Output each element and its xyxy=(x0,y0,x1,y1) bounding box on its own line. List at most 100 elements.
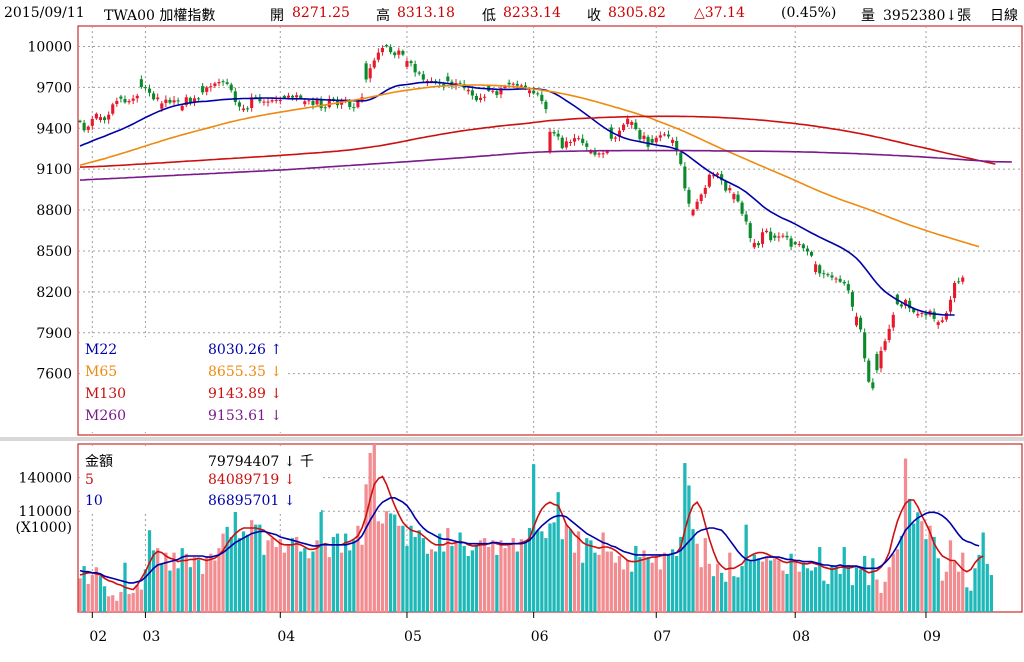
candle-body xyxy=(192,98,197,103)
candle-body xyxy=(662,134,666,136)
candle-body xyxy=(266,101,270,103)
candle-body xyxy=(605,151,609,154)
volume-bar xyxy=(830,564,834,612)
volume-bar xyxy=(86,584,90,612)
candle-body xyxy=(871,382,875,389)
ma-legend-m260-name: M260 xyxy=(85,408,127,424)
candle-body xyxy=(523,85,528,88)
candle-body xyxy=(217,82,221,84)
volume-bar xyxy=(907,498,912,612)
volume-bar xyxy=(748,560,752,612)
quote-symbol: TWA00 加權指數 xyxy=(104,8,216,24)
volume-bar xyxy=(650,562,654,612)
candle-body xyxy=(666,134,671,137)
candle-body xyxy=(376,52,380,60)
candle-body xyxy=(572,138,577,142)
candle-body xyxy=(899,304,903,307)
candle-body xyxy=(491,90,495,92)
volume-bar xyxy=(715,563,720,612)
candle-body xyxy=(213,83,217,86)
candle-body xyxy=(160,103,164,109)
volume-bar xyxy=(679,536,683,612)
candle-body xyxy=(822,273,826,275)
volume-bar xyxy=(323,545,327,612)
candle-body xyxy=(932,311,936,319)
volume-bar xyxy=(932,536,936,612)
volume-bar xyxy=(940,580,944,612)
volume-bar xyxy=(540,531,544,612)
volume-bar xyxy=(916,512,920,612)
candle-body xyxy=(507,82,511,85)
candle-body xyxy=(250,97,254,108)
volume-bar xyxy=(630,571,634,612)
volume-bar xyxy=(691,529,695,612)
volume-bar xyxy=(863,556,867,612)
volume-bar xyxy=(160,563,164,612)
volume-bar xyxy=(478,540,483,612)
candle-body xyxy=(707,174,711,187)
candle-body xyxy=(769,231,773,241)
volume-bar xyxy=(605,551,609,612)
candle-body xyxy=(671,139,675,143)
candle-body xyxy=(229,84,233,91)
candle-body xyxy=(875,354,879,371)
candle-body xyxy=(184,97,188,106)
volume-bar xyxy=(740,566,744,612)
candle-body xyxy=(699,194,703,202)
volume-bar xyxy=(209,553,213,612)
volume-bar xyxy=(393,514,397,612)
month-tick-label: 05 xyxy=(404,629,422,645)
candle-body xyxy=(352,107,356,109)
candle-body xyxy=(384,45,389,47)
ma-legend-m130-value: 9143.89 xyxy=(208,386,266,402)
volume-bar xyxy=(822,580,826,612)
volume-bar xyxy=(703,538,707,612)
candle-body xyxy=(593,150,597,155)
candle-body xyxy=(495,91,499,95)
low-label: 低 xyxy=(482,8,496,24)
candle-body xyxy=(372,60,376,68)
volume-bar xyxy=(924,539,928,612)
volume-bar xyxy=(728,552,732,612)
volume-bar xyxy=(944,571,949,612)
volume-bar xyxy=(380,523,385,612)
volume-bar xyxy=(613,562,618,612)
volume-bar xyxy=(601,532,605,612)
open-label: 開 xyxy=(270,8,284,24)
volume-bar xyxy=(936,558,940,612)
month-tick-label: 02 xyxy=(89,629,107,645)
volume-bar xyxy=(331,536,336,612)
candle-body xyxy=(597,153,601,155)
price-panel-frame xyxy=(77,25,1023,436)
volume-bar xyxy=(756,558,761,612)
volume-bar xyxy=(781,570,785,612)
candle-body xyxy=(740,202,744,214)
volume-bar xyxy=(626,560,630,612)
candle-body xyxy=(139,79,143,88)
candle-body xyxy=(850,292,854,307)
candle-body xyxy=(630,121,634,125)
volume-bar xyxy=(368,452,372,612)
volume-bar xyxy=(527,528,532,612)
candle-body xyxy=(78,120,82,122)
volume-bar xyxy=(793,560,797,612)
volume-bar xyxy=(552,522,556,612)
volume-bar xyxy=(556,492,560,612)
candle-body xyxy=(258,98,262,102)
volume-bar xyxy=(732,576,736,612)
candle-body xyxy=(957,281,961,283)
volume-bar xyxy=(258,524,262,612)
candle-body xyxy=(903,300,908,306)
candle-body xyxy=(814,264,818,273)
volume-bar xyxy=(846,564,850,612)
candle-body xyxy=(270,100,274,102)
candle-body xyxy=(540,94,544,101)
candle-body xyxy=(103,117,107,121)
volume-bar xyxy=(707,563,712,612)
candle-body xyxy=(311,100,315,105)
candle-body xyxy=(793,242,797,245)
candle-body xyxy=(164,99,168,104)
candle-body xyxy=(756,243,760,246)
volume-bar xyxy=(229,536,233,612)
volume-bar xyxy=(241,531,246,612)
